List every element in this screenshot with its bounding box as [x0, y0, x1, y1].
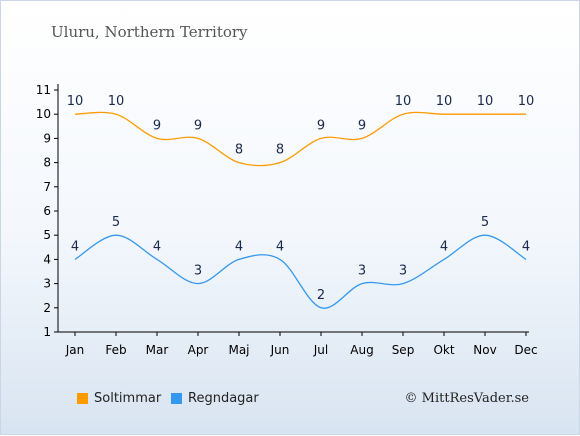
- legend-label: Regndagar: [188, 391, 259, 406]
- x-tick-label: Feb: [105, 343, 126, 357]
- data-label: 4: [440, 239, 448, 254]
- legend-swatch: [77, 393, 88, 404]
- x-tick-label: Apr: [188, 343, 209, 357]
- data-label: 4: [153, 239, 161, 254]
- data-label: 8: [235, 143, 243, 158]
- data-label: 5: [481, 215, 489, 230]
- y-tick-label: 11: [36, 83, 51, 97]
- y-tick-label: 10: [36, 107, 51, 121]
- data-label: 4: [276, 239, 284, 254]
- data-label: 10: [518, 94, 535, 109]
- legend-item: Soltimmar: [77, 391, 161, 406]
- x-tick-label: Jul: [313, 343, 328, 357]
- y-tick-label: 1: [43, 325, 51, 339]
- y-tick-label: 8: [43, 156, 51, 170]
- data-label: 3: [399, 264, 407, 279]
- legend-swatch: [171, 393, 182, 404]
- data-label: 3: [358, 264, 366, 279]
- data-label: 4: [235, 239, 243, 254]
- y-tick-label: 3: [43, 277, 51, 291]
- data-label: 10: [395, 94, 412, 109]
- x-tick-label: Dec: [514, 343, 537, 357]
- data-label: 3: [194, 264, 202, 279]
- x-tick-label: Nov: [473, 343, 496, 357]
- legend-item: Regndagar: [171, 391, 259, 406]
- legend-label: Soltimmar: [94, 391, 162, 406]
- data-label: 4: [522, 239, 530, 254]
- data-label: 9: [358, 118, 366, 133]
- data-label: 10: [477, 94, 494, 109]
- x-tick-label: Jun: [270, 343, 290, 357]
- data-label: 2: [317, 288, 325, 303]
- y-tick-label: 4: [43, 252, 51, 266]
- data-label: 9: [194, 118, 202, 133]
- x-tick-label: Jan: [65, 343, 85, 357]
- credit-text: © MittResVader.se: [404, 391, 529, 406]
- x-tick-label: Okt: [433, 343, 454, 357]
- y-tick-label: 5: [43, 228, 51, 242]
- data-label: 4: [71, 239, 79, 254]
- x-tick-label: Aug: [350, 343, 373, 357]
- y-tick-label: 7: [43, 180, 51, 194]
- x-tick-label: Maj: [228, 343, 249, 357]
- y-tick-label: 6: [43, 204, 51, 218]
- data-label: 10: [108, 94, 125, 109]
- x-tick-label: Sep: [392, 343, 415, 357]
- data-label: 8: [276, 143, 284, 158]
- chart-title: Uluru, Northern Territory: [51, 23, 248, 41]
- x-tick-label: Mar: [146, 343, 169, 357]
- data-label: 9: [317, 118, 325, 133]
- y-tick-label: 2: [43, 301, 51, 315]
- data-label: 9: [153, 118, 161, 133]
- data-label: 10: [67, 94, 84, 109]
- series-line-1: [74, 234, 527, 309]
- series-line-0: [74, 111, 526, 167]
- data-label: 10: [436, 94, 453, 109]
- data-label: 5: [112, 215, 120, 230]
- y-tick-label: 9: [43, 131, 51, 145]
